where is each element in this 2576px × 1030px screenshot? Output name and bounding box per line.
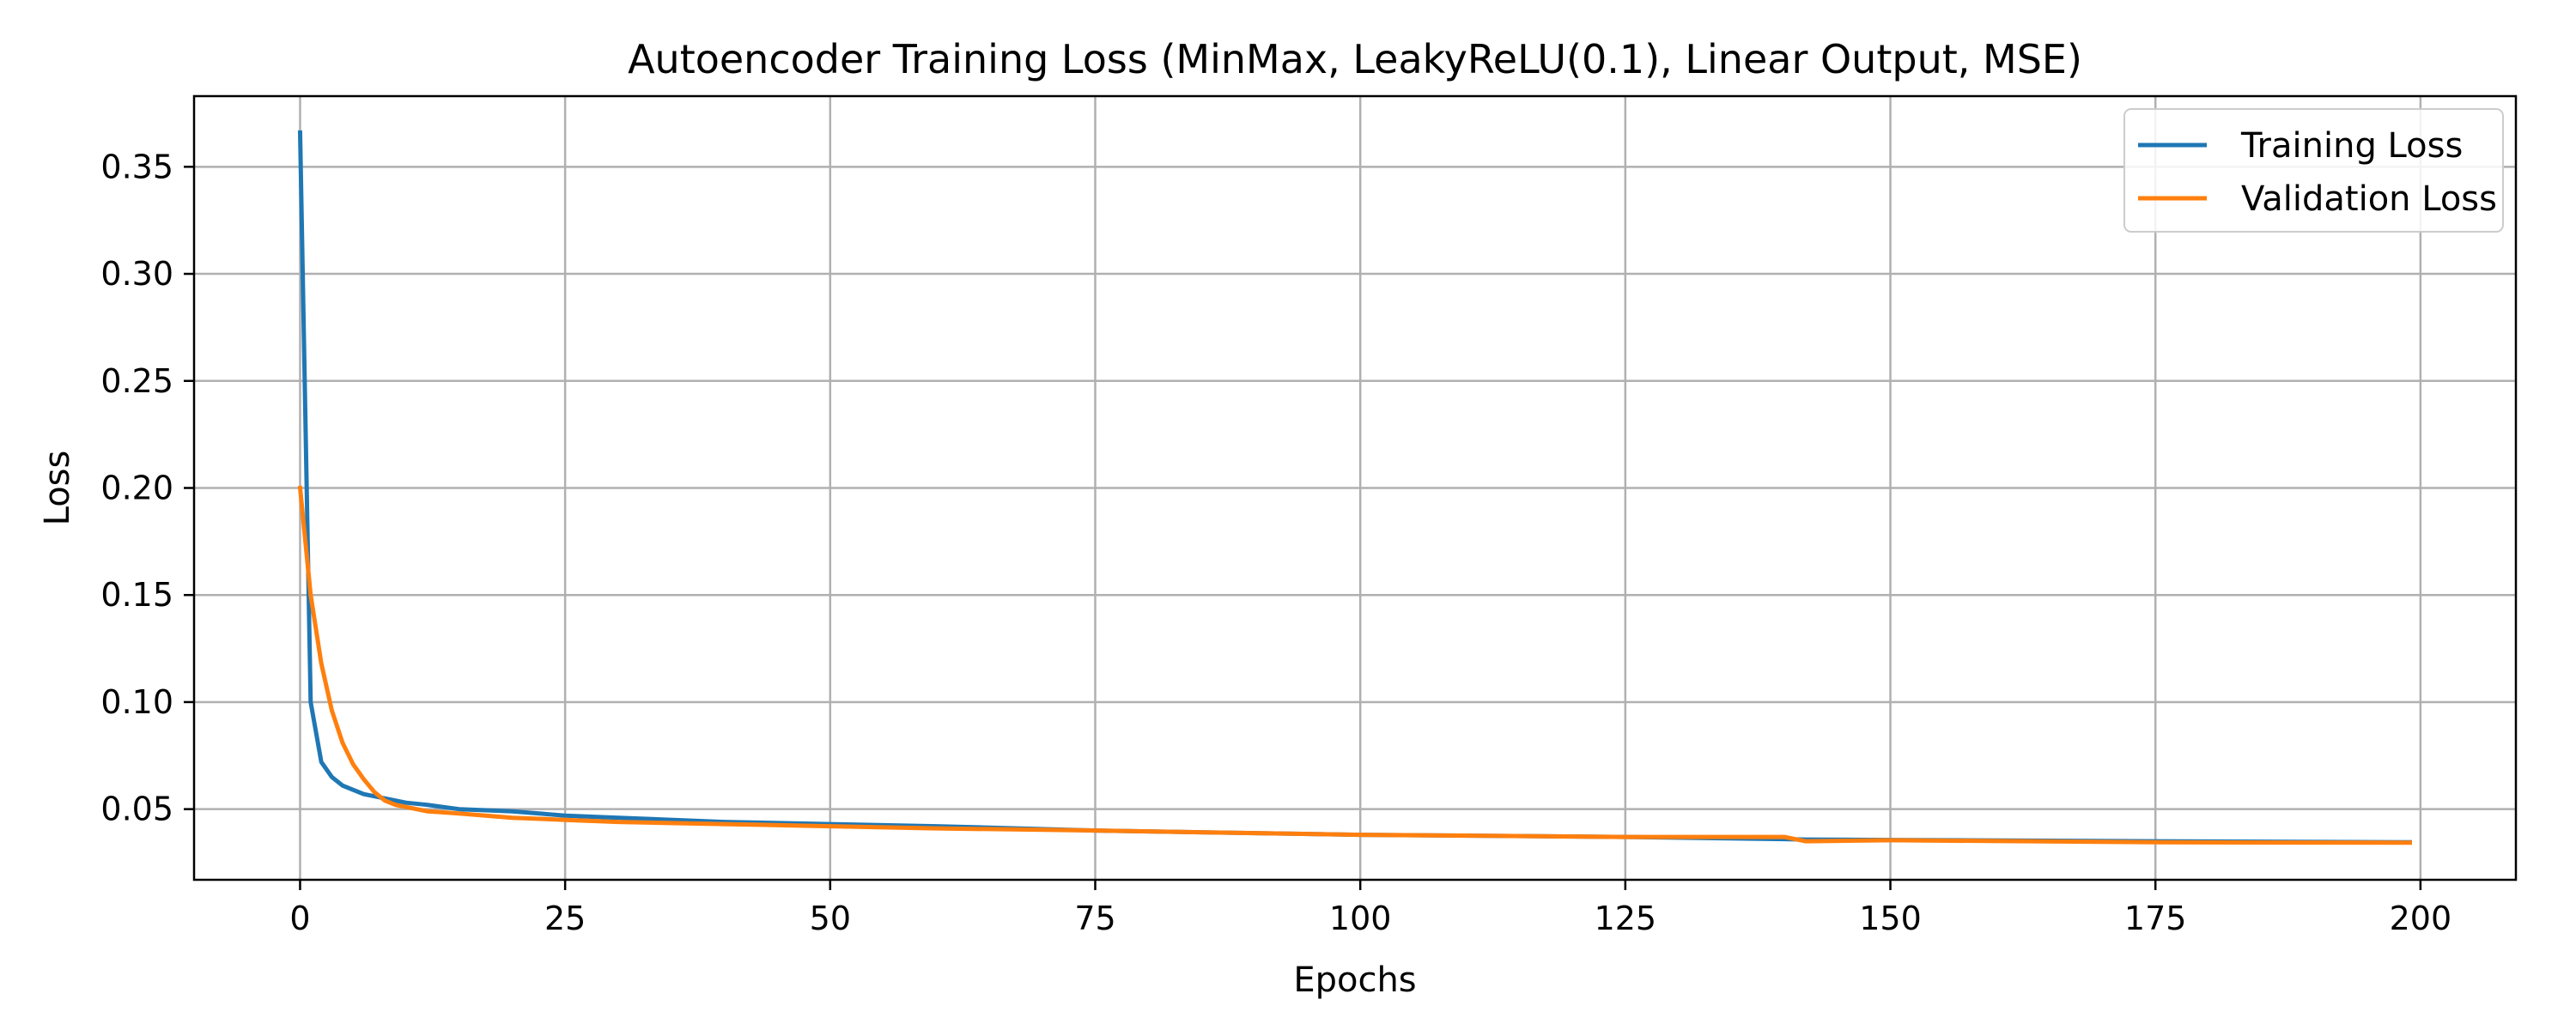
- legend-label-training-loss: Training Loss: [2240, 126, 2463, 166]
- x-tick-label: 125: [1595, 900, 1657, 937]
- y-axis-label: Loss: [38, 451, 77, 526]
- legend-box: [2123, 108, 2504, 233]
- x-tick-label: 75: [1074, 900, 1115, 937]
- x-tick-label: 25: [544, 900, 586, 937]
- y-tick-label: 0.10: [100, 683, 173, 721]
- y-tick-label: 0.25: [100, 362, 173, 400]
- y-tick-label: 0.15: [100, 576, 173, 614]
- ticks: 0 25 50 75 100 125 150 175 200 0.05 0.10 0.15 0.20 0.…: [100, 148, 2451, 937]
- legend-label-validation-loss: Validation Loss: [2241, 179, 2497, 219]
- grid: [194, 96, 2516, 880]
- x-tick-label: 100: [1329, 900, 1392, 937]
- x-tick-label: 175: [2124, 900, 2187, 937]
- x-tick-label: 50: [810, 900, 851, 937]
- series-layer: [297, 130, 2413, 845]
- chart-title: Autoencoder Training Loss (MinMax, Leaky…: [628, 36, 2082, 82]
- legend: Training Loss Validation Loss: [2123, 108, 2504, 233]
- y-tick-label: 0.05: [100, 791, 173, 828]
- y-tick-label: 0.20: [100, 470, 173, 507]
- x-tick-label: 0: [289, 900, 310, 937]
- x-tick-label: 150: [1859, 900, 1922, 937]
- series-line-validation-loss: [297, 485, 2413, 845]
- y-tick-label: 0.30: [100, 255, 173, 293]
- y-tick-label: 0.35: [100, 148, 173, 185]
- x-tick-label: 200: [2390, 900, 2452, 937]
- x-axis-label: Epochs: [1293, 960, 1416, 1000]
